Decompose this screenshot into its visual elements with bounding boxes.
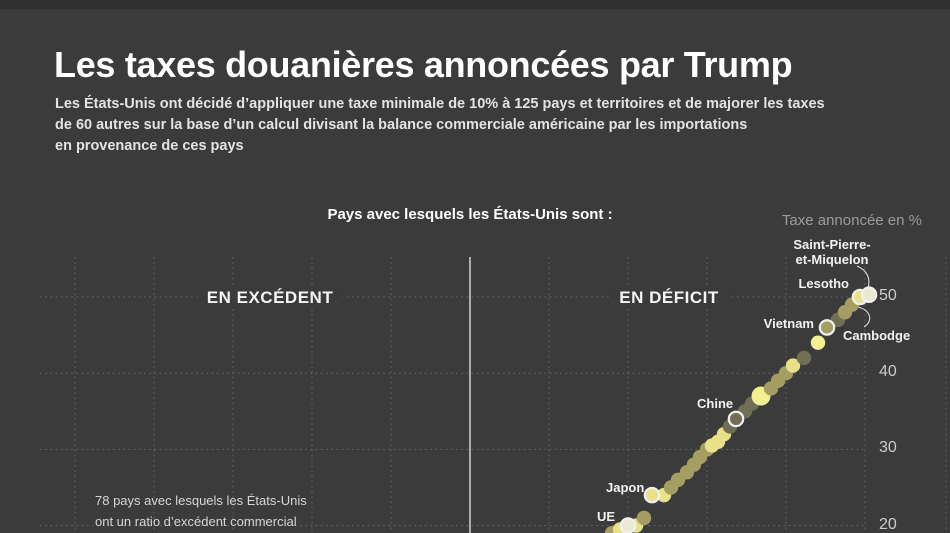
data-point [860, 286, 878, 304]
country-label: UE [597, 509, 616, 524]
data-point [818, 319, 836, 336]
leader-line [857, 306, 871, 328]
section-label-deficit: EN DÉFICIT [609, 288, 729, 308]
top-border-strip [0, 0, 950, 9]
data-point [643, 486, 661, 504]
country-label: Japon [606, 480, 645, 495]
country-label: Vietnam [763, 316, 814, 331]
data-point [727, 410, 745, 428]
subtitle-line-3: en provenance de ces pays [55, 138, 244, 154]
y-tick-label: 20 [879, 515, 897, 533]
page-title: Les taxes douanières annoncées par Trump [54, 44, 793, 85]
subtitle-line-2: de 60 autres sur la base d’un calcul div… [55, 117, 748, 133]
leader-line [856, 265, 870, 289]
data-point [785, 358, 801, 373]
data-point [796, 350, 812, 366]
page-subtitle: Les États-Unis ont décidé d’appliquer un… [55, 94, 825, 157]
surplus-note: 78 pays avec lesquels les États-Unis ont… [95, 491, 307, 532]
country-label: Lesotho [798, 276, 849, 291]
y-tick-label: 50 [879, 287, 897, 304]
country-label: Cambodge [843, 328, 911, 343]
section-label-surplus: EN EXCÉDENT [196, 288, 344, 308]
y-axis-title: Taxe annoncée en % [781, 212, 922, 229]
data-point [810, 335, 826, 350]
data-point [636, 510, 652, 526]
y-tick-label: 40 [879, 363, 897, 381]
y-tick-label: 30 [879, 439, 897, 457]
country-label: Saint-Pierre- et-Miquelon [793, 237, 871, 267]
data-point [619, 517, 637, 533]
note-line-2: ont un ratio d’excédent commercial [95, 513, 297, 529]
subtitle-line-1: Les États-Unis ont décidé d’appliquer un… [55, 96, 825, 112]
chart-prompt: Pays avec lesquels les États-Unis sont : [327, 206, 613, 223]
country-label: Chine [697, 396, 734, 411]
note-line-1: 78 pays avec lesquels les États-Unis [95, 493, 307, 508]
